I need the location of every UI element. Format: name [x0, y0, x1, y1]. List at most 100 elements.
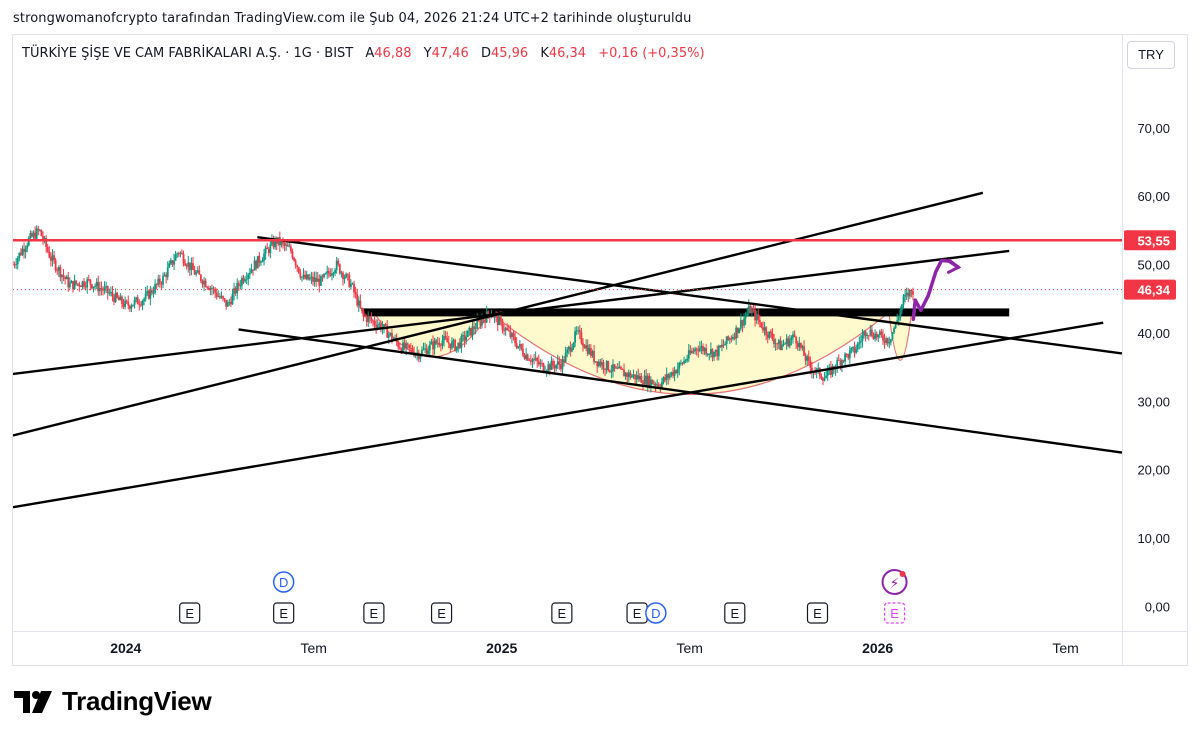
candle-body: [536, 358, 539, 362]
candle-body: [788, 340, 791, 347]
candle-body: [886, 338, 889, 344]
candle-body: [258, 255, 261, 263]
candle-body: [893, 328, 895, 333]
earnings-marker-label: E: [370, 606, 379, 621]
candle-body: [171, 260, 174, 265]
candle-body: [439, 345, 442, 346]
candle-body: [285, 244, 288, 246]
candle-body: [912, 291, 914, 295]
candle-body: [537, 361, 540, 365]
candle-body: [443, 336, 445, 341]
candle-body: [755, 314, 758, 321]
candle-body: [75, 280, 78, 284]
candle-body: [116, 292, 119, 298]
x-tick-label: 2026: [862, 640, 893, 656]
candle-body: [146, 290, 149, 294]
y-tick-label: 70,00: [1137, 121, 1170, 136]
currency-button[interactable]: TRY: [1127, 41, 1175, 69]
candle-body: [237, 283, 240, 286]
candle-body: [705, 348, 708, 355]
candle-body: [286, 244, 289, 247]
candle-body: [78, 283, 81, 287]
candle-body: [211, 288, 213, 290]
candle-body: [528, 360, 531, 362]
candle-body: [430, 341, 433, 345]
candle-body: [250, 269, 253, 273]
candle-body: [327, 271, 330, 274]
candle-body: [681, 362, 684, 364]
candle-body: [458, 342, 461, 349]
candle-body: [481, 319, 483, 326]
candle-body: [804, 355, 807, 361]
candle-body: [602, 362, 605, 369]
candle-body: [869, 329, 872, 336]
candle-body: [125, 300, 128, 302]
candle-body: [255, 260, 258, 269]
candle-body: [847, 354, 850, 359]
earnings-marker-label: E: [279, 606, 288, 621]
legend-low-label: D: [480, 46, 491, 61]
candle-body: [215, 292, 218, 297]
candle-body: [514, 336, 516, 344]
candle-body: [343, 277, 346, 280]
candle-body: [19, 252, 22, 255]
candle-body: [548, 364, 551, 370]
candle-body: [370, 317, 373, 321]
candle-body: [89, 279, 92, 285]
candle-body: [271, 240, 273, 245]
candle-body: [859, 341, 862, 343]
candle-body: [248, 272, 251, 275]
candle-body: [21, 248, 24, 255]
candle-body: [176, 253, 179, 255]
candle-body: [550, 360, 553, 370]
candle-body: [556, 361, 559, 365]
candle-body: [340, 272, 343, 274]
candle-body: [460, 336, 463, 349]
y-tick-label: 0,00: [1145, 599, 1170, 614]
candle-body: [73, 280, 76, 289]
candle-body: [179, 252, 182, 254]
candle-body: [165, 274, 168, 278]
candle-body: [768, 331, 771, 338]
candle-body: [848, 350, 851, 359]
candle-body: [601, 362, 603, 366]
candle-body: [263, 253, 265, 261]
candle-body: [408, 344, 411, 348]
candle-body: [337, 260, 340, 265]
candle-body: [689, 350, 692, 354]
candle-body: [421, 349, 423, 356]
candle-body: [845, 353, 848, 355]
candle-body: [313, 277, 316, 282]
candle-body: [482, 319, 485, 321]
candle-body: [329, 273, 332, 276]
candle-body: [469, 327, 472, 336]
trend-line-4: [257, 236, 1122, 355]
candle-body: [188, 262, 191, 271]
candle-body: [831, 366, 834, 375]
candle-body: [599, 361, 602, 366]
trend-line-3: [13, 321, 1104, 509]
candle-body: [435, 340, 438, 344]
tradingview-logo[interactable]: TradingView: [14, 686, 212, 717]
candle-body: [578, 330, 581, 333]
candle-body: [26, 245, 29, 249]
candle-body: [632, 374, 635, 376]
candle-body: [653, 383, 655, 385]
candle-body: [195, 272, 198, 275]
earnings-marker-label: E: [730, 606, 739, 621]
candle-body: [700, 345, 703, 349]
candle-body: [807, 356, 810, 361]
candle-body: [679, 362, 682, 364]
candle-body: [640, 376, 643, 383]
candle-body: [673, 370, 676, 376]
candle-body: [218, 296, 221, 298]
candle-body: [222, 296, 224, 299]
candle-body: [405, 343, 408, 349]
candle-body: [874, 333, 876, 339]
hand-drawn-arrowhead: [946, 258, 962, 274]
candle-body: [766, 334, 769, 338]
candle-body: [564, 352, 567, 362]
candle-body: [269, 244, 272, 254]
candle-body: [747, 305, 750, 314]
